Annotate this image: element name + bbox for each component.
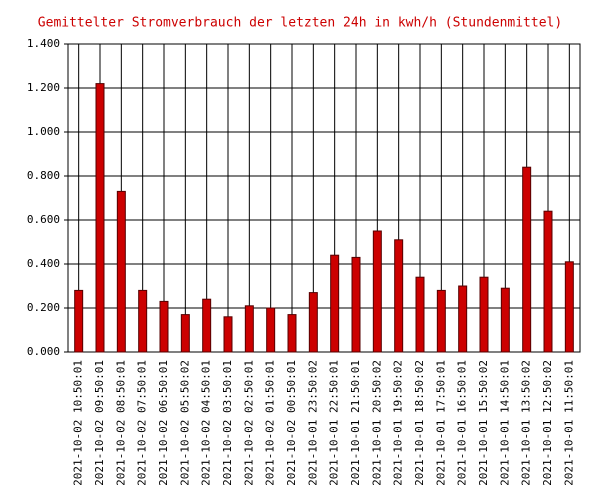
- chart-title: Gemittelter Stromverbrauch der letzten 2…: [38, 16, 562, 31]
- bar: [394, 239, 404, 353]
- x-tick-label: 2021-10-02 09:50:01: [93, 360, 106, 486]
- bar: [308, 292, 318, 353]
- x-tick-label: 2021-10-01 23:50:02: [306, 360, 319, 486]
- x-tick-label: 2021-10-02 00:50:01: [285, 360, 298, 486]
- x-tick-label: 2021-10-02 01:50:01: [264, 360, 277, 486]
- bar: [287, 314, 297, 353]
- bar: [372, 230, 382, 353]
- x-tick-label: 2021-10-02 02:50:01: [242, 360, 255, 486]
- bar: [351, 256, 361, 353]
- x-tick-label: 2021-10-02 04:50:01: [200, 360, 213, 486]
- bar: [500, 287, 510, 353]
- bar: [522, 166, 532, 353]
- bar: [330, 254, 340, 353]
- y-tick-label: 1.200: [27, 81, 60, 94]
- bar: [244, 305, 254, 353]
- x-tick-label: 2021-10-02 08:50:01: [114, 360, 127, 486]
- x-tick-label: 2021-10-01 12:50:02: [541, 360, 554, 486]
- x-tick-label: 2021-10-01 21:50:01: [349, 360, 362, 486]
- x-tick-label: 2021-10-01 13:50:02: [520, 360, 533, 486]
- bar: [458, 285, 468, 353]
- x-tick-label: 2021-10-01 17:50:01: [434, 360, 447, 486]
- bar: [543, 210, 553, 353]
- x-tick-label: 2021-10-02 07:50:01: [136, 360, 149, 486]
- y-tick-label: 1.000: [27, 125, 60, 138]
- x-tick-label: 2021-10-02 10:50:01: [72, 360, 85, 486]
- x-tick-label: 2021-10-01 11:50:01: [562, 360, 575, 486]
- x-tick-label: 2021-10-01 16:50:01: [456, 360, 469, 486]
- bar: [202, 298, 212, 353]
- bar: [223, 316, 233, 353]
- x-tick-label: 2021-10-01 14:50:01: [498, 360, 511, 486]
- x-tick-label: 2021-10-02 03:50:01: [221, 360, 234, 486]
- bar: [479, 276, 489, 353]
- x-tick-label: 2021-10-02 06:50:01: [157, 360, 170, 486]
- bar: [564, 261, 574, 353]
- plot-frame: [67, 43, 581, 353]
- x-tick-label: 2021-10-01 22:50:01: [328, 360, 341, 486]
- bar: [436, 289, 446, 353]
- bar: [74, 289, 84, 353]
- x-tick-label: 2021-10-01 20:50:02: [370, 360, 383, 486]
- bar: [266, 307, 276, 353]
- x-tick-label: 2021-10-02 05:50:02: [178, 360, 191, 486]
- x-tick-label: 2021-10-01 19:50:02: [392, 360, 405, 486]
- bar: [138, 289, 148, 353]
- bar: [180, 314, 190, 353]
- y-tick-label: 0.600: [27, 213, 60, 226]
- y-tick-label: 0.200: [27, 301, 60, 314]
- y-tick-label: 1.400: [27, 37, 60, 50]
- x-tick-label: 2021-10-01 15:50:02: [477, 360, 490, 486]
- x-tick-label: 2021-10-01 18:50:02: [413, 360, 426, 486]
- bar: [415, 276, 425, 353]
- y-tick-label: 0.800: [27, 169, 60, 182]
- bar: [159, 300, 169, 353]
- y-tick-label: 0.000: [27, 345, 60, 358]
- bar: [116, 190, 126, 353]
- bar: [95, 83, 105, 353]
- y-tick-label: 0.400: [27, 257, 60, 270]
